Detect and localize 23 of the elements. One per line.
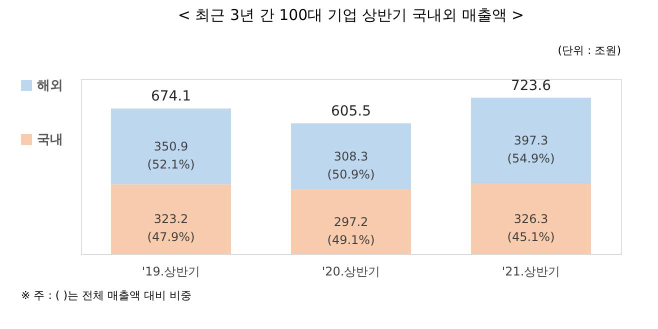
total-label: 605.5 [330,103,372,120]
text: ※ 주 : ( )는 전체 매출액 대비 비중 [21,289,192,302]
data-label: 397.3 (54.9%) [507,134,555,166]
x-tick-label: '19.상반기 [142,264,200,278]
data-label: 350.9 (52.1%) [147,139,195,172]
data-label: 326.3 (45.1%) [507,212,555,244]
bar [291,190,411,254]
total-label: 723.6 [510,78,552,94]
bar [111,108,231,184]
chart-subtitle: (단위 : 조원) [558,44,621,57]
legend-label: 국내 [37,132,63,148]
bar [111,184,231,254]
legend-label: 해외 [37,78,63,94]
data-label: 323.2 (47.9%) [147,212,195,244]
x-tick-label: '21.상반기 [502,264,560,278]
total-label: 674.1 [150,88,192,104]
x-tick-label: '20.상반기 [322,264,380,278]
bar [291,123,411,190]
data-label: 297.2 (49.1%) [327,214,375,247]
bar [471,98,591,184]
bar [471,184,591,254]
data-label: 308.3 (50.9%) [327,150,375,182]
chart-title: < 최근 3년 간 100대 기업 상반기 국내외 매출액 > [178,6,524,24]
